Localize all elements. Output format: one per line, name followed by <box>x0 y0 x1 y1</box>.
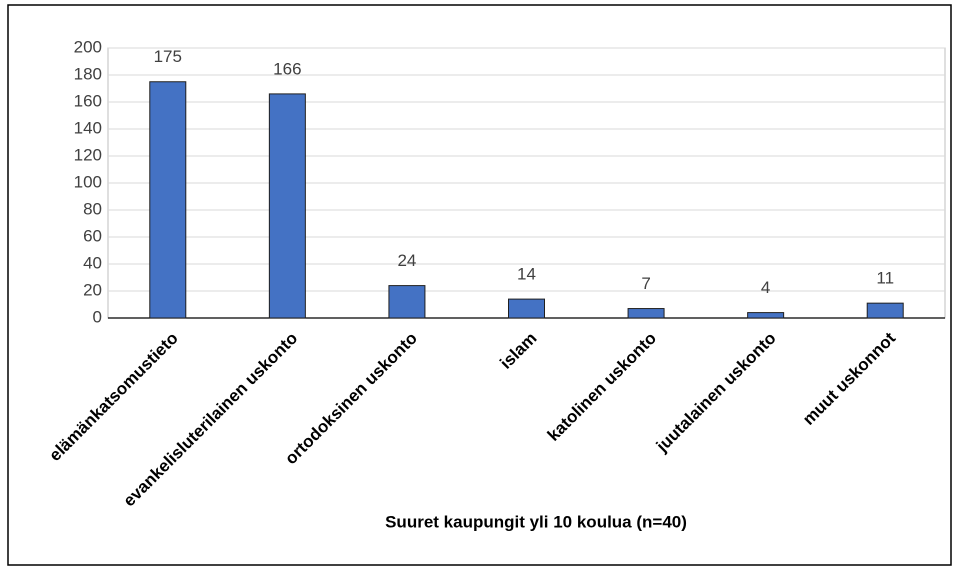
bar <box>508 298 545 319</box>
y-tick-label: 180 <box>74 64 102 83</box>
data-label: 14 <box>517 265 536 284</box>
y-tick-label: 140 <box>74 118 102 137</box>
bar <box>747 312 785 319</box>
data-label: 7 <box>641 274 650 293</box>
data-label: 11 <box>876 269 894 288</box>
y-tick-label: 120 <box>74 145 102 164</box>
data-label: 166 <box>273 59 301 78</box>
data-label: 175 <box>154 47 182 66</box>
y-tick-label: 40 <box>83 253 102 272</box>
bar <box>149 81 187 319</box>
y-tick-label: 60 <box>83 226 102 245</box>
y-tick-label: 200 <box>74 37 102 56</box>
bar <box>268 93 306 319</box>
y-tick-label: 0 <box>93 307 102 326</box>
x-axis-title: Suuret kaupungit yli 10 koulua (n=40) <box>385 512 687 531</box>
y-tick-label: 160 <box>74 91 102 110</box>
bar <box>866 302 904 319</box>
y-tick-label: 100 <box>74 172 102 191</box>
y-tick-label: 80 <box>83 199 102 218</box>
bar <box>388 285 426 319</box>
bar <box>627 308 665 319</box>
y-tick-label: 20 <box>83 280 102 299</box>
data-label: 4 <box>761 278 770 297</box>
data-label: 24 <box>397 251 416 270</box>
